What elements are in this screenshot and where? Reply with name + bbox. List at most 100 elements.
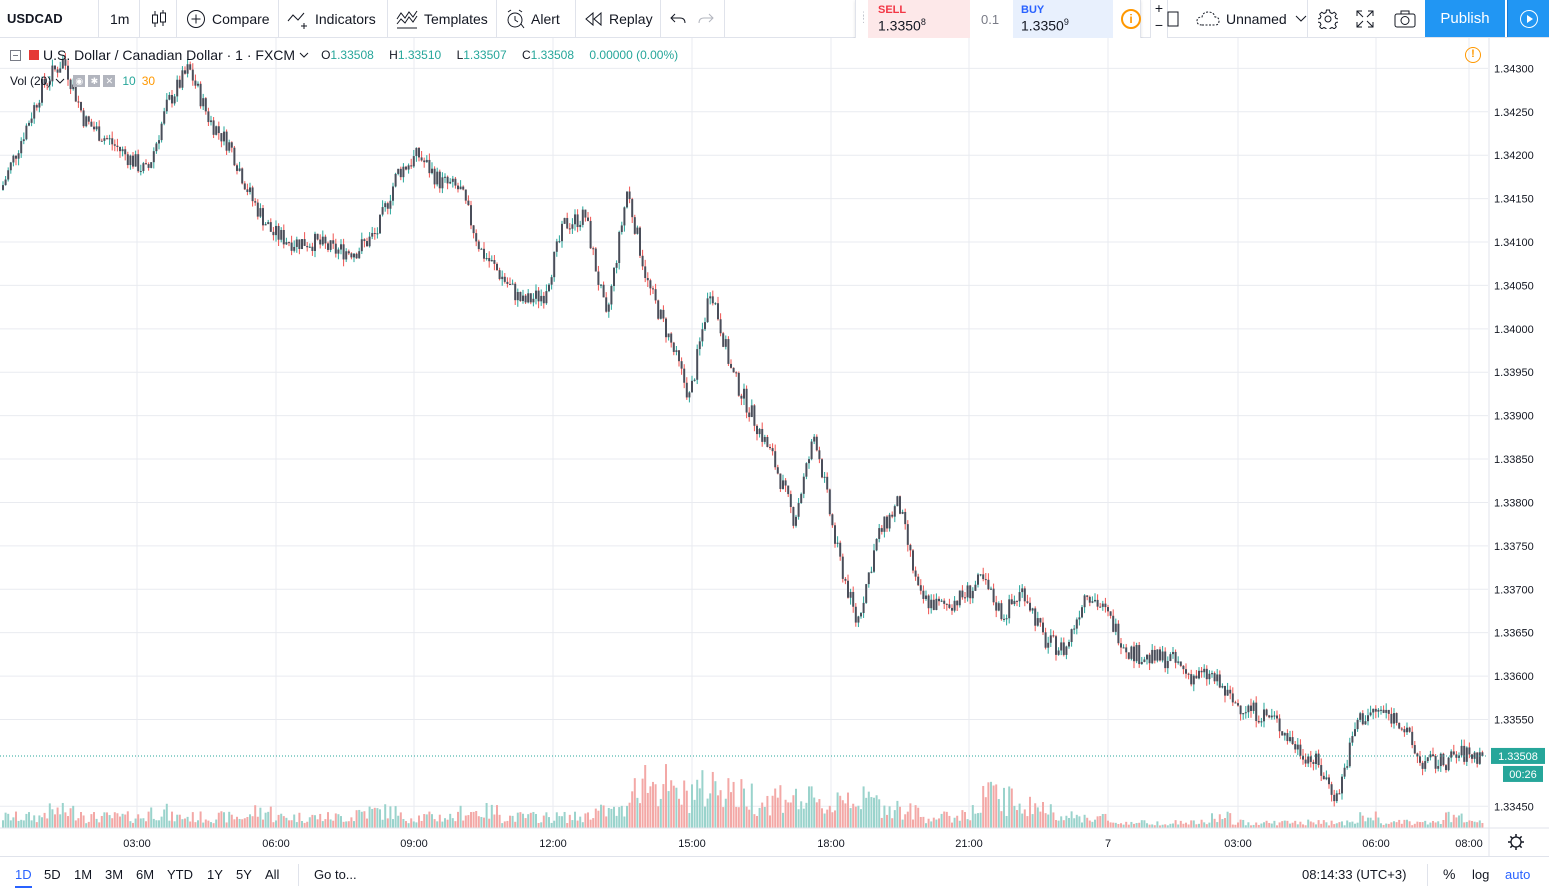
- volume-bar: [1094, 819, 1096, 828]
- alert-button[interactable]: Alert: [505, 0, 560, 37]
- percent-toggle[interactable]: %: [1443, 866, 1456, 882]
- play-button[interactable]: [1507, 0, 1549, 37]
- candle-body: [428, 159, 431, 174]
- candle-body: [1398, 722, 1401, 729]
- templates-button[interactable]: Templates: [396, 0, 488, 37]
- range-5d[interactable]: 5D: [44, 867, 61, 882]
- volume-bar: [545, 812, 548, 828]
- series-title[interactable]: U.S. Dollar / Canadian Dollar · 1 · FXCM: [43, 47, 296, 63]
- candle-body: [906, 524, 909, 545]
- candle-body: [93, 126, 95, 130]
- candle-body: [974, 584, 977, 591]
- warning-icon[interactable]: !: [1465, 47, 1481, 63]
- candle-body: [353, 253, 355, 258]
- volume-value-b: 30: [141, 74, 156, 88]
- chevron-down-icon[interactable]: [55, 77, 65, 85]
- auto-toggle[interactable]: auto: [1505, 867, 1531, 882]
- volume-bar: [805, 802, 808, 828]
- symbol-search-button[interactable]: USDCAD: [7, 11, 63, 26]
- play-icon: [1519, 9, 1538, 28]
- layout-name-button[interactable]: Unnamed: [1196, 0, 1309, 37]
- volume-bar: [1309, 821, 1312, 828]
- undo-button[interactable]: [670, 0, 686, 37]
- candle-body: [1354, 729, 1356, 737]
- volume-bar: [641, 778, 644, 828]
- volume-bar: [823, 813, 826, 828]
- compare-button[interactable]: Compare: [186, 0, 270, 37]
- minus-button[interactable]: −: [1154, 17, 1164, 33]
- range-3m[interactable]: 3M: [105, 867, 124, 882]
- settings-icon[interactable]: ✱: [88, 75, 101, 87]
- candle-body: [1055, 636, 1057, 655]
- chart-type-button[interactable]: [150, 0, 168, 37]
- candle-body: [802, 476, 805, 494]
- range-1d[interactable]: 1D: [15, 867, 32, 888]
- close-icon[interactable]: ✕: [103, 75, 116, 87]
- volume-bar: [1478, 820, 1481, 828]
- chart-area[interactable]: 03:00 06:00 09:00 12:00 15:00 18:00 21:00 7 03:0…: [0, 38, 1549, 856]
- buy-button[interactable]: BUY 1.33509: [1013, 0, 1113, 39]
- toolbar-divider: [1307, 0, 1308, 37]
- volume-bar: [969, 820, 972, 828]
- range-5y[interactable]: 5Y: [236, 867, 252, 882]
- volume-bar: [350, 817, 353, 828]
- range-1y[interactable]: 1Y: [207, 867, 223, 882]
- candle-body: [303, 239, 306, 246]
- goto-button[interactable]: Go to...: [314, 867, 357, 882]
- candle-body: [1445, 765, 1447, 771]
- price-chart[interactable]: 03:00 06:00 09:00 12:00 15:00 18:00 21:00 7 03:0…: [0, 38, 1549, 856]
- timeframe-button[interactable]: 1m: [110, 10, 130, 27]
- visibility-icon[interactable]: ◉: [73, 75, 86, 87]
- candle-body: [251, 187, 254, 202]
- candle-body: [1413, 745, 1416, 754]
- candle-body: [342, 244, 345, 260]
- volume-bar: [1159, 825, 1161, 828]
- range-all[interactable]: All: [265, 867, 280, 882]
- volume-bar: [184, 818, 186, 828]
- log-toggle[interactable]: log: [1472, 867, 1490, 882]
- volume-bar: [1359, 812, 1362, 828]
- volume-bar: [1000, 811, 1003, 828]
- layout-button[interactable]: [1167, 0, 1179, 37]
- quantity-stepper[interactable]: + −: [1150, 0, 1168, 38]
- quantity-field[interactable]: 0.1: [981, 12, 1000, 27]
- candle-body: [30, 118, 33, 123]
- candle-body: [943, 600, 946, 604]
- volume-bar: [1156, 821, 1159, 828]
- candle-body: [1476, 752, 1479, 764]
- clock-display[interactable]: 08:14:33 (UTC+3): [1302, 867, 1407, 882]
- sell-button[interactable]: SELL 1.33508: [868, 0, 970, 39]
- settings-button[interactable]: [1318, 0, 1338, 37]
- plus-button[interactable]: +: [1154, 0, 1164, 16]
- volume-bar: [1049, 804, 1052, 828]
- candle-body: [865, 584, 868, 603]
- indicators-label: Indicators: [315, 10, 376, 27]
- volume-bar: [51, 809, 54, 828]
- replay-button[interactable]: Replay: [585, 0, 653, 37]
- range-6m[interactable]: 6M: [136, 867, 155, 882]
- collapse-icon[interactable]: [10, 49, 21, 61]
- toolbar-divider: [176, 0, 177, 37]
- snapshot-button[interactable]: [1394, 0, 1416, 37]
- range-1m[interactable]: 1M: [74, 867, 93, 882]
- candle-body: [927, 595, 930, 609]
- fullscreen-button[interactable]: [1356, 0, 1374, 37]
- candle-body: [776, 467, 779, 474]
- publish-button[interactable]: Publish: [1425, 0, 1505, 37]
- volume-bar: [737, 807, 740, 828]
- candle-body: [787, 485, 790, 495]
- info-icon[interactable]: i: [1121, 9, 1141, 29]
- volume-bar: [618, 807, 621, 828]
- volume-bar: [412, 821, 415, 828]
- range-ytd[interactable]: YTD: [167, 867, 193, 882]
- redo-button[interactable]: [698, 0, 714, 37]
- candle-body: [381, 207, 384, 215]
- volume-bar: [1382, 824, 1385, 828]
- candle-body: [485, 258, 488, 260]
- volume-bar: [158, 820, 160, 828]
- indicators-button[interactable]: Indicators: [287, 0, 376, 37]
- volume-title[interactable]: Vol (20): [10, 74, 52, 88]
- x-tick-label: 12:00: [539, 838, 567, 850]
- chevron-down-icon[interactable]: [299, 51, 309, 59]
- candle-body: [254, 201, 257, 203]
